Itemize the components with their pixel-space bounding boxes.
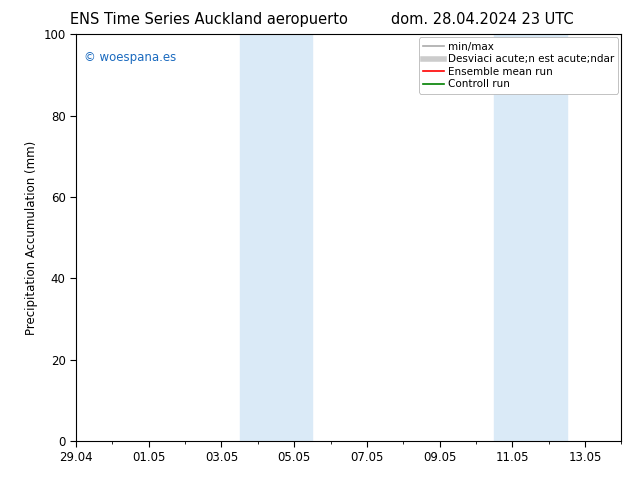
Text: ENS Time Series Auckland aeropuerto: ENS Time Series Auckland aeropuerto (70, 12, 348, 27)
Legend: min/max, Desviaci acute;n est acute;ndar, Ensemble mean run, Controll run: min/max, Desviaci acute;n est acute;ndar… (418, 37, 618, 94)
Text: © woespana.es: © woespana.es (84, 50, 176, 64)
Text: dom. 28.04.2024 23 UTC: dom. 28.04.2024 23 UTC (391, 12, 573, 27)
Bar (494, 34, 567, 441)
Y-axis label: Precipitation Accumulation (mm): Precipitation Accumulation (mm) (25, 141, 38, 335)
Bar (240, 34, 313, 441)
